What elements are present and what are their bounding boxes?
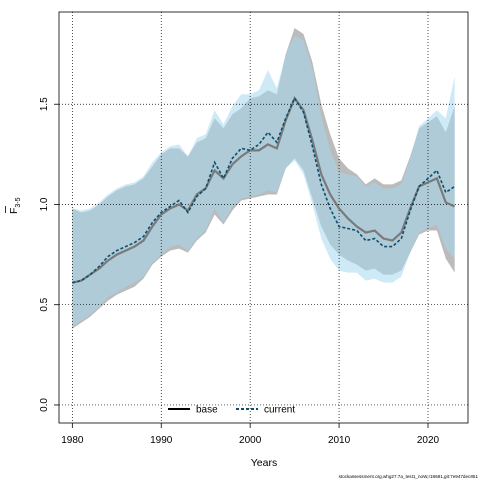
x-tick-label: 1990 [150,435,173,446]
y-tick-label: 1.0 [39,197,50,211]
y-axis-title: F3-5 [8,197,22,214]
plot-frame [58,11,469,424]
x-tick-label: 2000 [239,435,262,446]
x-axis-title: Years [251,457,277,469]
axes: 1980 1990 2000 2010 2020 0.0 0.5 1.0 1.5 [39,11,469,446]
line-current [72,96,456,284]
legend-label-current: current [264,405,295,416]
y-axis-title-sub: 3-5 [15,197,22,207]
legend-label-base: base [196,405,218,416]
y-axis-title-main: F [8,208,20,214]
plot-area [59,12,468,423]
band-current [72,36,455,327]
legend: base current [168,405,295,416]
line-base [72,95,456,284]
x-tick-label: 2020 [417,435,440,446]
caption: stockassessment.org,whg27.7a_test1_noW,r… [339,474,479,479]
y-tick-label: 0.5 [39,297,50,311]
x-tick-label: 2010 [328,435,351,446]
y-tick-label: 1.5 [39,97,50,111]
y-tick-label: 0.0 [39,398,50,412]
x-tick-label: 1980 [61,435,84,446]
